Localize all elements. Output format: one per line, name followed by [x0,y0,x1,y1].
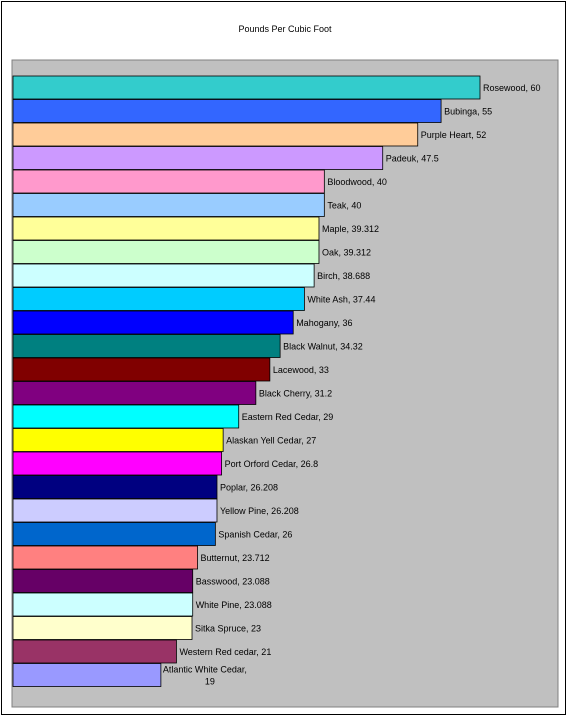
data-label: Oak, 39.312 [322,248,371,258]
data-label: Maple, 39.312 [322,224,379,234]
data-label: Bloodwood, 40 [327,177,387,187]
bar-poplar [12,475,218,499]
data-label: Eastern Red Cedar, 29 [242,412,334,422]
bar-eastern-red-cedar [12,404,240,429]
data-label: Birch, 38.688 [317,271,370,281]
bar-birch [12,263,315,288]
bar-alaskan-yell-cedar [12,428,224,452]
bar-port-orford-cedar [12,451,222,476]
data-label: Alaskan Yell Cedar, 27 [226,436,316,446]
data-label: Teak, 40 [327,201,361,211]
data-label: Lacewood, 33 [273,365,329,375]
data-label-group: Rosewood, 60 Bubinga, 55 Purple Heart, 52 P… [163,83,541,687]
data-label: Padeuk, 47.5 [386,154,439,164]
bar-black-cherry [12,381,257,405]
data-label: Mahogany, 36 [296,318,352,328]
bar-basswood [12,569,194,593]
data-label: Rosewood, 60 [483,83,541,93]
bar-rosewood [12,75,481,100]
bar-oak [12,240,320,264]
data-label: Sitka Spruce, 23 [195,624,261,634]
bar-group [12,75,481,687]
bar-white-pine [12,592,194,617]
chart-title: Pounds Per Cubic Foot [238,24,332,34]
bar-butternut [12,545,198,570]
data-label: Butternut, 23.712 [201,553,270,563]
bar-atlantic-white-cedar [12,663,162,687]
bar-western-red-cedar [12,639,177,664]
data-label: Western Red cedar, 21 [179,647,271,657]
data-label: Yellow Pine, 26.208 [220,506,299,516]
data-label: White Ash, 37.44 [307,295,375,305]
bar-bloodwood [12,169,325,194]
bar-sitka-spruce [12,616,193,640]
bar-padeuk [12,146,384,170]
data-label: Basswood, 23.088 [196,577,270,587]
data-label: Atlantic White Cedar, 19 [163,665,247,687]
data-label: Poplar, 26.208 [220,483,278,493]
bar-white-ash [12,287,305,311]
data-label: Purple Heart, 52 [421,130,487,140]
data-label: Black Walnut, 34.32 [283,342,363,352]
bar-black-walnut [12,334,281,358]
bar-mahogany [12,310,294,335]
data-label: Port Orford Cedar, 26.8 [225,459,319,469]
bar-lacewood [12,357,271,382]
bar-teak [12,193,325,217]
bar-yellow-pine [12,498,218,523]
bar-bubinga [12,99,442,123]
bar-purple-heart [12,122,419,147]
data-label: White Pine, 23.088 [196,600,272,610]
data-label: Black Cherry, 31.2 [259,389,332,399]
bar-maple [12,216,320,241]
data-label: Bubinga, 55 [444,107,492,117]
bar-spanish-cedar [12,522,216,546]
data-label: Spanish Cedar, 26 [218,530,292,540]
